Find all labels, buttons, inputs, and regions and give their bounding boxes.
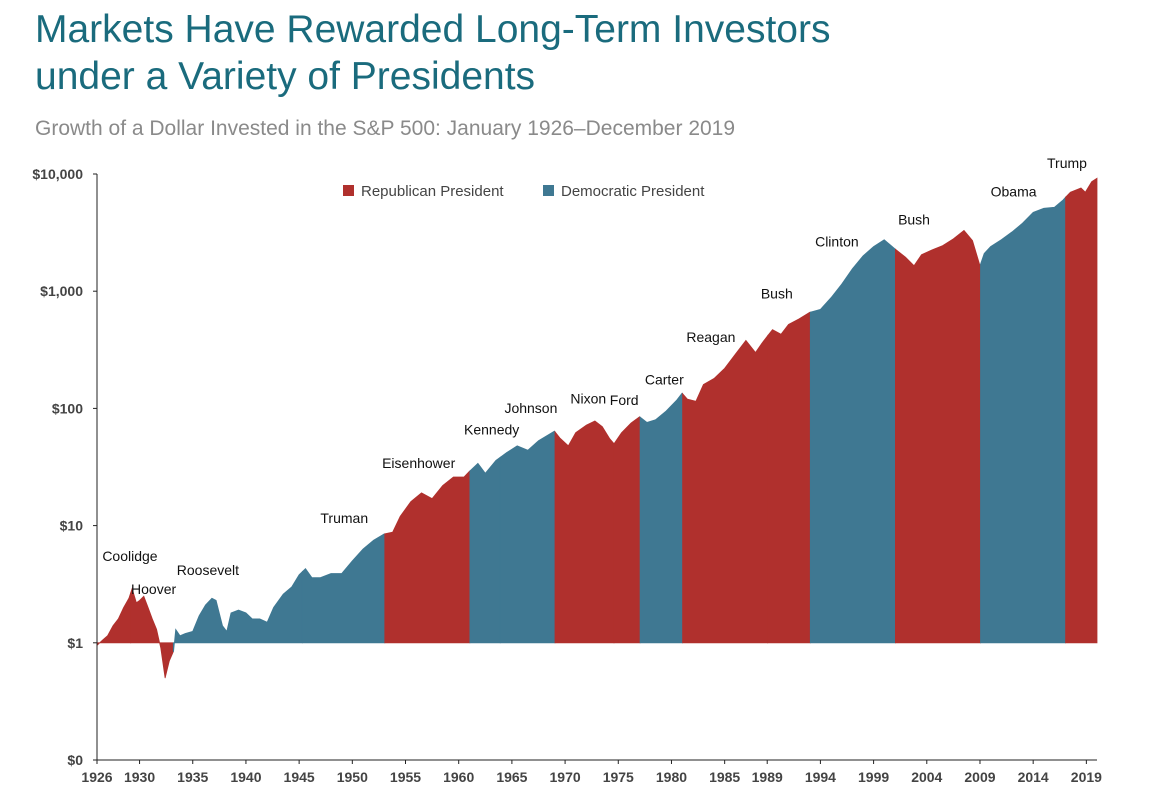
- x-tick-label: 1999: [858, 769, 889, 785]
- chart-title-line-2: under a Variety of Presidents: [35, 55, 536, 98]
- term-area-carter-1977: [639, 392, 683, 644]
- y-tick-label: $10,000: [32, 166, 83, 182]
- president-label-johnson: Johnson: [504, 400, 557, 416]
- president-label-bush: Bush: [898, 212, 930, 228]
- term-area-hoover-1929: [130, 587, 174, 679]
- x-tick-label: 1940: [230, 769, 261, 785]
- president-label-kennedy: Kennedy: [464, 421, 519, 437]
- term-area-kennedy-1961: [469, 456, 501, 644]
- x-tick-label: 2004: [911, 769, 942, 785]
- term-area-nixon-1969: [554, 420, 615, 644]
- term-area-truman-1945: [301, 533, 386, 644]
- term-area-obama-2009: [980, 196, 1066, 644]
- y-tick-label: $1: [67, 635, 83, 651]
- chart-title: Markets Have Rewarded Long-Term Investor…: [35, 6, 830, 100]
- y-tick-label: $10: [60, 518, 84, 534]
- term-area-johnson-1964: [499, 430, 556, 644]
- term-area-ford-1975: [613, 416, 641, 644]
- x-tick-label: 1985: [709, 769, 740, 785]
- legend-label-republican: Republican President: [361, 183, 504, 200]
- president-label-bush: Bush: [761, 285, 793, 301]
- y-tick-label: $100: [52, 400, 83, 416]
- x-tick-label: 1935: [177, 769, 208, 785]
- president-label-clinton: Clinton: [815, 234, 859, 250]
- term-area-trump-2017: [1065, 177, 1098, 644]
- term-area-reagan-1981: [682, 334, 769, 644]
- president-label-ford: Ford: [610, 392, 639, 408]
- legend-swatch-democratic: [543, 185, 554, 196]
- president-label-roosevelt: Roosevelt: [177, 562, 239, 578]
- president-label-truman: Truman: [320, 510, 368, 526]
- chart-subtitle: Growth of a Dollar Invested in the S&P 5…: [35, 117, 736, 140]
- x-tick-label: 1955: [390, 769, 421, 785]
- legend-swatch-republican: [343, 185, 354, 196]
- president-label-nixon: Nixon: [570, 391, 606, 407]
- term-area-coolidge-1926: [96, 592, 132, 647]
- president-label-obama: Obama: [991, 184, 1037, 200]
- x-tick-label: 2009: [964, 769, 995, 785]
- term-area-roosevelt-1933: [172, 570, 303, 652]
- x-tick-label: 1930: [124, 769, 155, 785]
- x-tick-label: 1994: [805, 769, 836, 785]
- president-label-carter: Carter: [645, 371, 684, 387]
- y-tick-label: $1,000: [40, 283, 83, 299]
- x-tick-label: 1980: [656, 769, 687, 785]
- term-area-clinton-1993: [809, 239, 896, 644]
- term-area-bush-1989: [767, 311, 811, 644]
- legend-label-democratic: Democratic President: [561, 183, 705, 200]
- chart-title-line-1: Markets Have Rewarded Long-Term Investor…: [35, 8, 831, 51]
- y-tick-label: $0: [67, 752, 83, 768]
- x-tick-label: 1970: [550, 769, 581, 785]
- president-label-hoover: Hoover: [131, 581, 176, 597]
- x-tick-label: 1926: [81, 769, 112, 785]
- president-label-reagan: Reagan: [686, 329, 735, 345]
- x-tick-label: 1965: [496, 769, 527, 785]
- term-area-eisenhower-1953: [384, 470, 471, 644]
- president-label-trump: Trump: [1047, 155, 1087, 171]
- x-tick-label: 2019: [1071, 769, 1102, 785]
- x-tick-label: 1975: [603, 769, 634, 785]
- x-tick-label: 1945: [284, 769, 315, 785]
- president-label-eisenhower: Eisenhower: [382, 455, 455, 471]
- x-tick-label: 1960: [443, 769, 474, 785]
- x-tick-label: 1950: [337, 769, 368, 785]
- president-label-coolidge: Coolidge: [102, 548, 157, 564]
- x-tick-label: 1989: [752, 769, 783, 785]
- term-area-bush-2001: [895, 229, 981, 644]
- x-tick-label: 2014: [1018, 769, 1049, 785]
